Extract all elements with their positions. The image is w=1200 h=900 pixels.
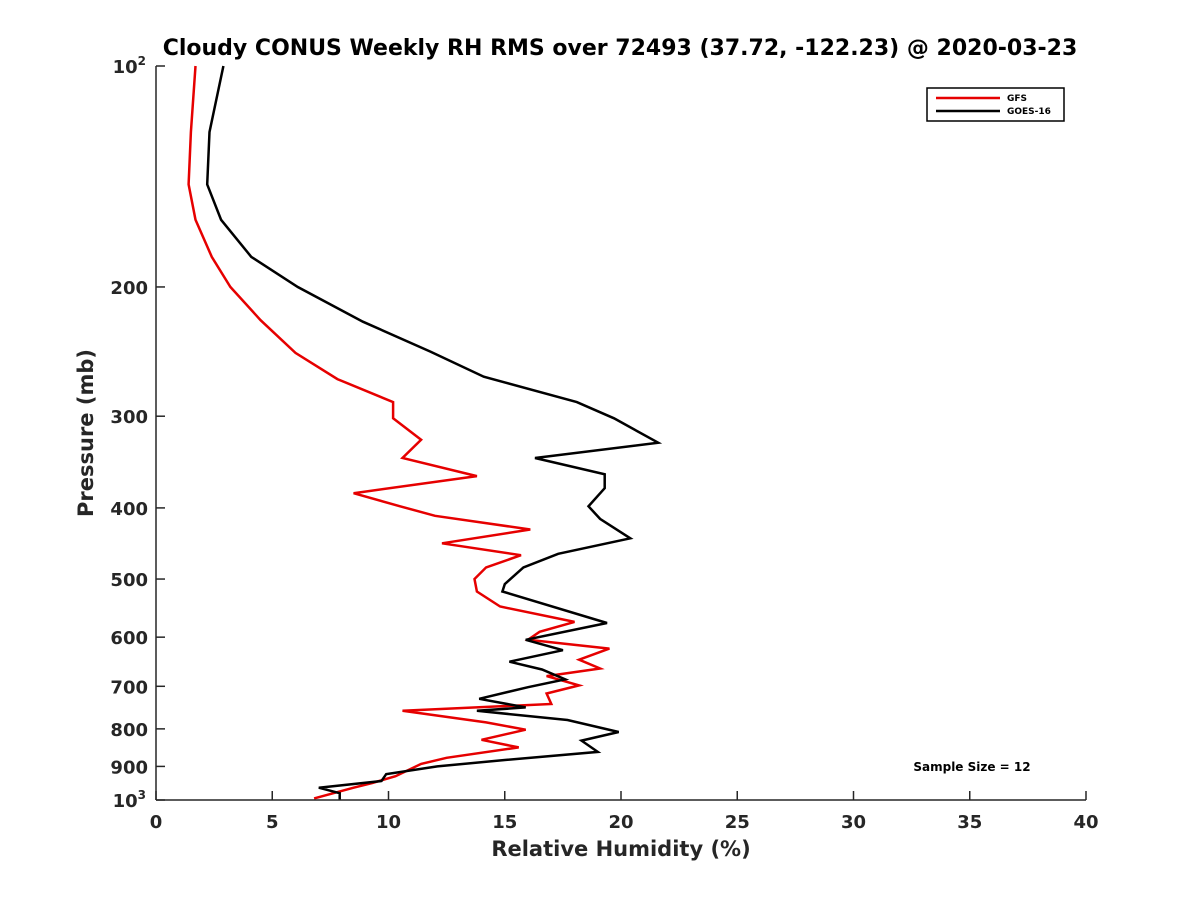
- x-tick-label: 10: [376, 812, 401, 833]
- x-ticks: 0 5 10 15 20 25 30 35 40: [150, 791, 1099, 833]
- y-tick-label: 700: [110, 677, 148, 698]
- x-axis-label: Relative Humidity (%): [491, 837, 750, 861]
- x-tick-label: 0: [150, 812, 163, 833]
- legend: GFS GOES-16: [926, 87, 1065, 122]
- legend-label: GFS: [1007, 94, 1027, 104]
- y-ticks: 102 200 300 400 500 600 700 800 900 103: [110, 54, 165, 812]
- x-tick-label: 5: [266, 812, 279, 833]
- series-line-goes-16: [205, 65, 663, 800]
- x-tick-label: 20: [608, 812, 633, 833]
- x-tick-label: 35: [957, 812, 982, 833]
- sample-size-annotation: Sample Size = 12: [913, 760, 1030, 774]
- y-tick-label: 600: [110, 628, 148, 649]
- axes: [155, 66, 1086, 801]
- y-tick-label: 900: [110, 757, 148, 778]
- y-tick-label: 103: [113, 788, 146, 812]
- series-line-gfs: [187, 65, 610, 800]
- legend-label: GOES-16: [1007, 107, 1051, 117]
- plot-lines: [187, 65, 663, 800]
- chart-title: Cloudy CONUS Weekly RH RMS over 72493 (3…: [163, 36, 1078, 61]
- y-tick-label: 300: [110, 407, 148, 428]
- y-tick-label: 200: [110, 278, 148, 299]
- x-tick-label: 30: [841, 812, 866, 833]
- x-tick-label: 15: [492, 812, 517, 833]
- y-tick-label: 800: [110, 720, 148, 741]
- y-tick-label: 400: [110, 499, 148, 520]
- y-axis-label: Pressure (mb): [74, 349, 98, 517]
- y-tick-label: 102: [113, 54, 146, 78]
- legend-box: [926, 87, 1065, 122]
- x-tick-label: 40: [1073, 812, 1098, 833]
- x-tick-label: 25: [725, 812, 750, 833]
- y-tick-label: 500: [110, 570, 148, 591]
